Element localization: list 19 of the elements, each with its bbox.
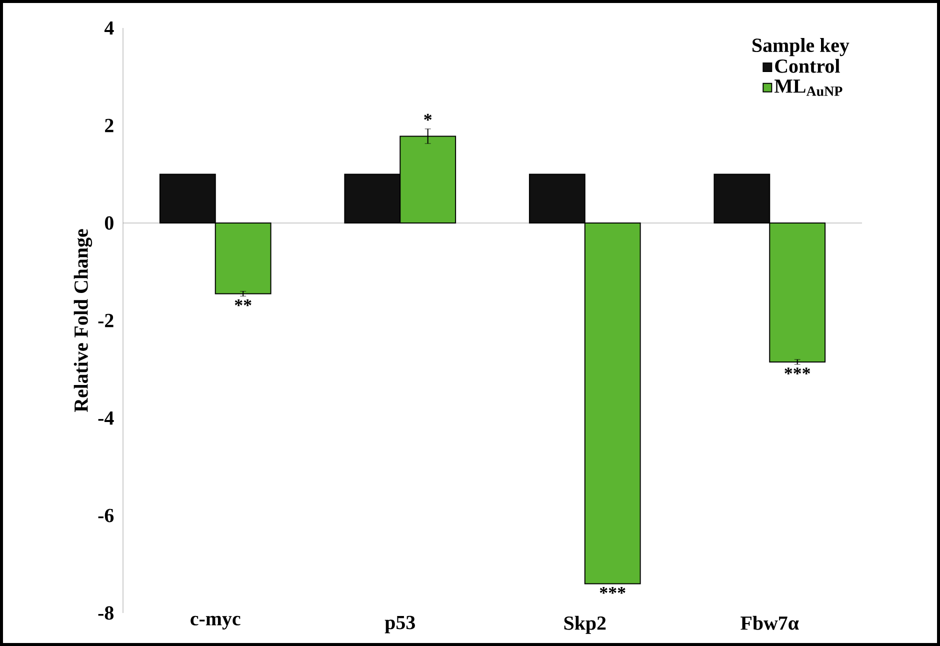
y-tick-label: 4 — [104, 21, 114, 35]
y-tick-label: 2 — [105, 118, 114, 132]
x-tick-label: Skp2 — [564, 616, 606, 634]
annotation: * — [424, 114, 432, 121]
y-tick-label: -4 — [98, 411, 114, 425]
y-tick-label: -2 — [98, 314, 114, 328]
annotation: *** — [600, 586, 626, 594]
y-axis-title: Relative Fold Change — [74, 229, 92, 412]
x-tick-label: p53 — [384, 616, 415, 634]
legend-label: ML$_{AuNP}$ — [774, 80, 842, 96]
legend-label: Control — [775, 58, 840, 73]
y-tick-label: 0 — [104, 216, 114, 230]
annotation: *** — [784, 368, 810, 374]
legend-title: Sample key — [752, 38, 850, 56]
x-tick-label: c-myc — [190, 616, 240, 630]
y-tick-label: -8 — [98, 606, 114, 620]
y-tick-label: -6 — [98, 508, 114, 522]
annotation: ** — [234, 299, 252, 306]
x-tick-label: Fbw7α — [740, 616, 799, 630]
